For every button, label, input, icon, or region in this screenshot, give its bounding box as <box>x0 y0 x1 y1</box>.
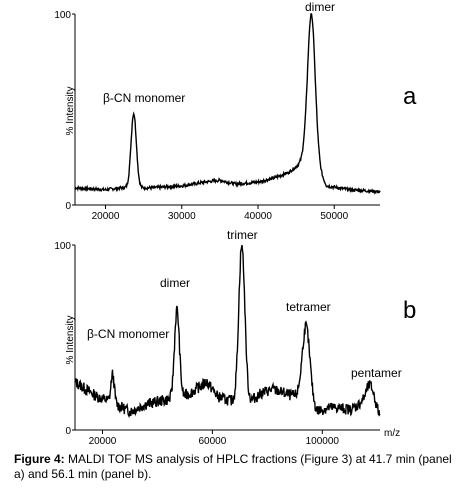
panel-b-spectrum-line <box>74 244 381 419</box>
panel-a-x-tick-label: 50000 <box>320 211 348 222</box>
panel-a-x-tick-label: 40000 <box>244 211 272 222</box>
panel-a-spectrum-line <box>74 13 381 195</box>
panel-b-x-ticks: 20000 60000 100000 <box>89 430 340 447</box>
panel-b-peak-label-monomer: β-CN monomer <box>87 327 169 341</box>
figure-caption: Figure 4: MALDI TOF MS analysis of HPLC … <box>14 452 454 482</box>
panel-a-x-ticks: 20000 30000 40000 50000 <box>92 205 349 222</box>
panel-a: 0 100 20000 30000 40000 50000 % Intensity β-… <box>54 0 417 222</box>
panel-b-x-tick-label: 20000 <box>89 436 117 447</box>
panel-a-peak-label-dimer: dimer <box>305 0 335 14</box>
panel-a-peak-label-monomer: β-CN monomer <box>103 91 185 105</box>
panel-b-letter: b <box>403 297 416 324</box>
panel-a-x-tick-label: 30000 <box>168 211 196 222</box>
panel-b-peak-label-tetramer: tetramer <box>286 300 331 314</box>
panel-a-x-tick-label: 20000 <box>92 211 120 222</box>
panel-b-y-ticks: 0 100 <box>54 241 75 437</box>
panel-a-y-tick-label: 0 <box>65 201 71 212</box>
panel-b-peak-label-dimer: dimer <box>160 276 190 290</box>
panel-b-y-axis-label: % Intensity <box>65 316 76 365</box>
panel-b: 0 100 20000 60000 100000 % Intensity β-CN m… <box>54 228 416 447</box>
panel-b-x-tick-label: 100000 <box>306 436 340 447</box>
caption-text: MALDI TOF MS analysis of HPLC fractions … <box>14 452 452 481</box>
panel-b-peak-label-trimer: trimer <box>227 228 258 242</box>
panel-b-peak-label-pentamer: pentamer <box>351 366 402 380</box>
panel-b-x-tick-label: 60000 <box>198 436 226 447</box>
panel-a-y-tick-label: 100 <box>54 10 71 21</box>
panel-b-y-tick-label: 100 <box>54 241 71 252</box>
panel-b-peak-markers <box>112 244 372 387</box>
panel-a-y-axis-label: % Intensity <box>65 87 76 136</box>
caption-label: Figure 4: <box>14 452 65 466</box>
panel-a-y-ticks: 0 100 <box>54 10 75 212</box>
panel-a-letter: a <box>403 83 417 110</box>
panel-b-y-tick-label: 0 <box>65 426 71 437</box>
panel-b-x-axis-label: m/z <box>384 428 400 439</box>
